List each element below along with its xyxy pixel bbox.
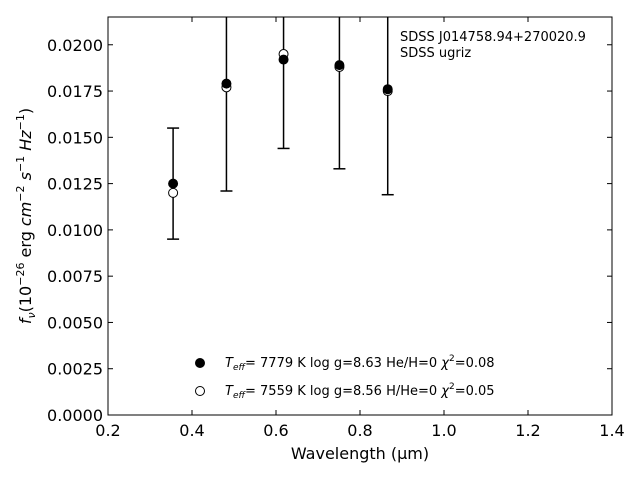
x-tick-label: 0.8 xyxy=(347,421,372,440)
legend-marker-filled xyxy=(195,358,205,368)
x-tick-label: 1.4 xyxy=(599,421,624,440)
y-tick-label: 0.0150 xyxy=(47,128,103,147)
data-point-filled xyxy=(334,60,345,71)
error-bars xyxy=(167,17,394,240)
legend: Teff= 7779 K log g=8.63 He/H=0 χ2=0.08 T… xyxy=(195,354,495,401)
legend-marker-open xyxy=(195,386,205,396)
y-tick-label: 0.0100 xyxy=(47,221,103,240)
y-tick-label: 0.0050 xyxy=(47,313,103,332)
y-axis-label: fν(10−26 erg cm−2 s−1 Hz−1) xyxy=(14,108,38,324)
x-tick-label: 0.2 xyxy=(95,421,120,440)
annotation-object-name: SDSS J014758.94+270020.9 xyxy=(400,30,586,45)
y-tick-label: 0.0175 xyxy=(47,82,103,101)
x-tick-label: 1.2 xyxy=(515,421,540,440)
y-tick-label: 0.0075 xyxy=(47,267,103,286)
legend-entry-hydrogen: Teff= 7559 K log g=8.56 H/He=0 χ2=0.05 xyxy=(225,382,495,401)
y-tick-label: 0.0125 xyxy=(47,175,103,194)
data-point-open xyxy=(168,187,179,198)
x-tick-label: 0.6 xyxy=(263,421,288,440)
data-markers xyxy=(168,49,393,198)
x-tick-label: 1.0 xyxy=(431,421,456,440)
data-point-filled xyxy=(382,84,393,95)
data-point-filled xyxy=(278,54,289,65)
data-point-filled xyxy=(168,178,179,189)
x-axis-label: Wavelength (μm) xyxy=(291,444,429,463)
y-axis-ticks: 0.0000 0.0025 0.0050 0.0075 0.0100 0.0125 0.01… xyxy=(47,36,612,425)
y-tick-label: 0.0000 xyxy=(47,406,103,425)
legend-entry-helium: Teff= 7779 K log g=8.63 He/H=0 χ2=0.08 xyxy=(225,354,495,373)
y-tick-label: 0.0200 xyxy=(47,36,103,55)
y-tick-label: 0.0025 xyxy=(47,360,103,379)
x-axis-ticks: 0.2 0.4 0.6 0.8 1.0 1.2 1.4 xyxy=(95,17,625,440)
annotation-filter-set: SDSS ugriz xyxy=(400,46,471,61)
x-tick-label: 0.4 xyxy=(179,421,204,440)
data-point-filled xyxy=(221,78,232,89)
